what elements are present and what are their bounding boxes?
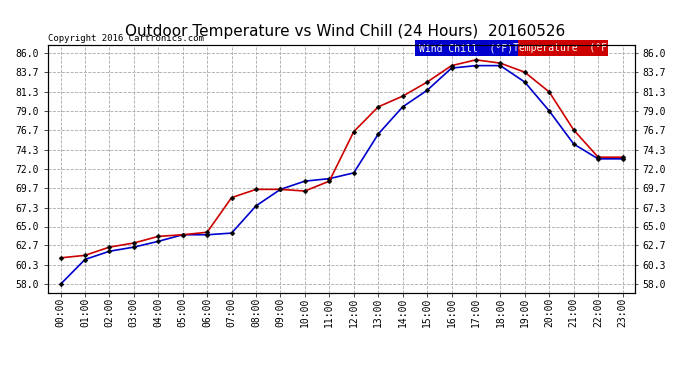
Text: Copyright 2016 Cartronics.com: Copyright 2016 Cartronics.com	[48, 33, 204, 42]
Text: Outdoor Temperature vs Wind Chill (24 Hours)  20160526: Outdoor Temperature vs Wind Chill (24 Ho…	[125, 24, 565, 39]
